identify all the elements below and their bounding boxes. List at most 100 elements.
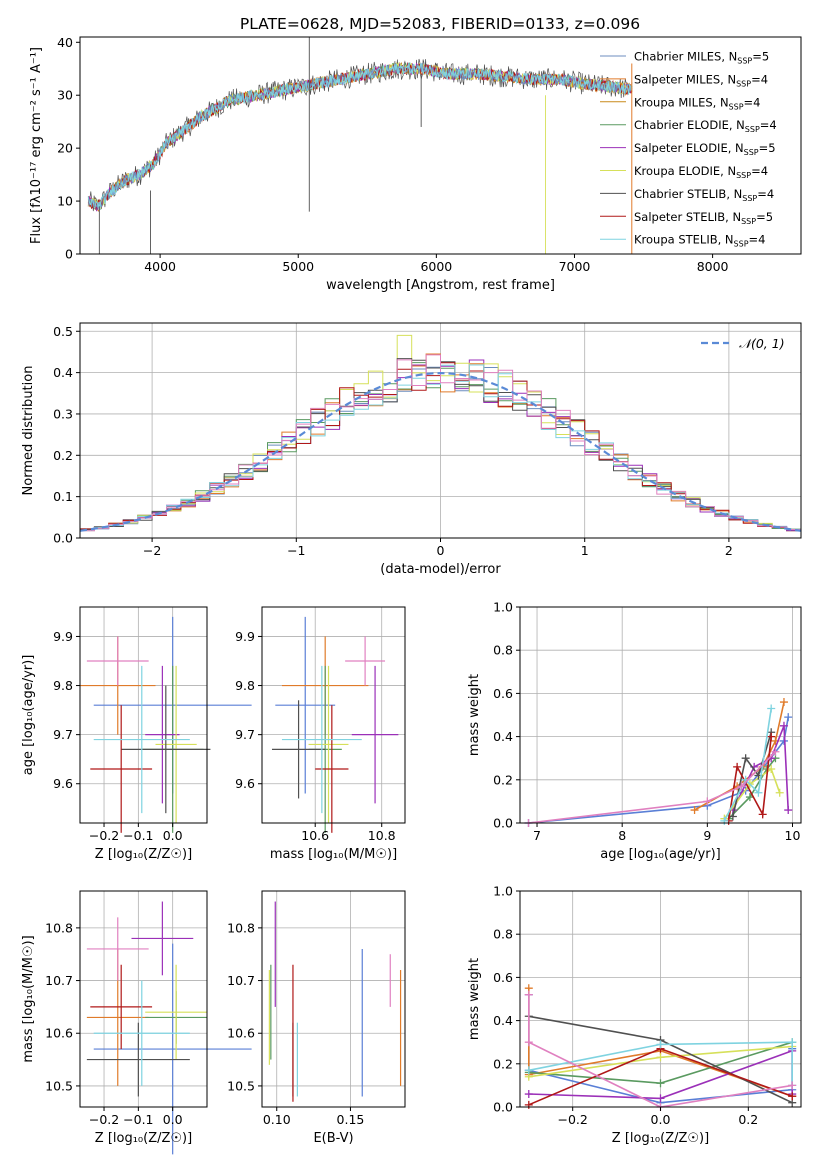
y-tick-label: 10.5	[45, 1078, 73, 1093]
y-tick-label: 0.8	[493, 927, 513, 942]
weight-marker	[524, 1038, 533, 1047]
x-tick-label: 2	[725, 543, 733, 558]
x-tick-label: −0.2	[89, 1112, 119, 1127]
y-tick-label: 0.2	[493, 772, 513, 787]
x-tick-label: 5000	[282, 259, 314, 274]
legend-subscript: SSP	[736, 171, 751, 180]
x-axis-label: E(B-V)	[313, 1131, 353, 1146]
legend-label: Chabrier STELIB, NSSP=4	[634, 187, 774, 203]
legend-label: Salpeter STELIB, NSSP=5	[634, 210, 773, 226]
weight-marker	[656, 1053, 665, 1062]
weight-marker	[737, 782, 746, 791]
weight-marker	[775, 788, 784, 797]
x-axis-label: (data-model)/error	[380, 562, 501, 577]
y-tick-label: 9.9	[53, 629, 73, 644]
y-tick-label: 9.8	[235, 678, 255, 693]
weight-marker	[784, 713, 793, 722]
age-vs-mass-points	[262, 607, 405, 833]
mass-vs-ebv-axes: 0.10 0.15 10.5 10.6 10.7 10.8 E(B-V)	[227, 890, 406, 1146]
x-tick-label: 0	[437, 543, 445, 558]
weight-line	[528, 1041, 793, 1086]
weight-marker	[656, 1094, 665, 1103]
x-tick-label: 7000	[559, 259, 591, 274]
axes-frame	[519, 606, 802, 824]
spectrum-legend: Chabrier MILES, NSSP=5 Salpeter MILES, NS…	[600, 50, 777, 249]
age-vs-metallicity-axes: −0.2 −0.1 0.0 9.6 9.7 9.8 9.9 Z [log₁₀(Z/Z☉)] ag…	[21, 606, 208, 862]
x-tick-label: 6000	[420, 259, 452, 274]
histogram-step	[80, 354, 801, 532]
y-tick-label: 0.4	[493, 1013, 513, 1028]
axes-frame	[261, 890, 406, 1108]
x-axis-label: age [log₁₀(age/yr)]	[600, 847, 721, 862]
axes-frame	[79, 36, 802, 255]
y-tick-label: 9.6	[235, 776, 255, 791]
legend-subscript: SSP	[736, 79, 751, 88]
x-tick-label: 7	[533, 828, 541, 843]
x-axis-label: mass [log₁₀(M/M☉)]	[270, 847, 397, 862]
legend-label-rest: =4	[757, 187, 774, 201]
weight-vs-age-lines	[520, 606, 801, 827]
x-tick-label: 0.0	[651, 1112, 671, 1127]
weight-marker	[754, 788, 763, 797]
mass-vs-ebv-panel: 0.10 0.15 10.5 10.6 10.7 10.8 E(B-V)	[227, 890, 406, 1146]
y-tick-label: 20	[57, 141, 73, 156]
y-tick-label: 10.7	[227, 973, 255, 988]
y-axis-label: mass weight	[467, 958, 482, 1040]
x-tick-label: −0.1	[123, 828, 153, 843]
legend-subscript: SSP	[741, 217, 756, 226]
legend-label: Kroupa STELIB, NSSP=4	[634, 233, 765, 249]
y-axis-label: mass weight	[467, 674, 482, 756]
y-tick-label: 0.4	[493, 729, 513, 744]
age-vs-metallicity-points	[80, 607, 252, 833]
spectrum-axes: 4000 5000 6000 7000 8000 0 10 20 30 40 wavelength …	[29, 35, 802, 293]
axes-frame	[79, 606, 208, 824]
mass-vs-metallicity-points	[80, 891, 252, 1155]
legend-label: Chabrier ELODIE, NSSP=4	[634, 118, 777, 134]
spectrum-line	[87, 62, 633, 210]
y-tick-label: 40	[57, 35, 73, 50]
x-tick-label: 9	[703, 828, 711, 843]
weight-vs-metallicity-panel: −0.2 0.0 0.2 0.0 0.2 0.4 0.6 0.8 1.0 Z [log₁₀(Z/Z…	[467, 884, 802, 1146]
y-tick-label: 9.7	[53, 727, 73, 742]
axes-frame	[261, 606, 406, 824]
y-tick-label: 10.6	[45, 1026, 73, 1041]
residual-histogram-panel: −2 −1 0 1 2 0.0 0.1 0.2 0.3 0.4 0.5 (data-model)/er…	[21, 322, 802, 577]
weight-marker	[703, 797, 712, 806]
legend-label-rest: =4	[751, 72, 768, 86]
legend-subscript: SSP	[729, 102, 744, 111]
legend-subscript: SSP	[744, 148, 759, 157]
x-tick-label: 0.0	[163, 828, 183, 843]
x-axis-label: Z [log₁₀(Z/Z☉)]	[95, 1131, 192, 1146]
weight-marker	[779, 721, 788, 730]
y-tick-label: 10.8	[227, 920, 255, 935]
mass-vs-metallicity-panel: −0.2 −0.1 0.0 10.5 10.6 10.7 10.8 Z [log₁₀(Z/Z☉…	[21, 890, 252, 1155]
histogram-legend: 𝒩(0, 1)	[701, 336, 785, 351]
weight-marker	[524, 1066, 533, 1075]
y-axis-label: age [log₁₀(age/yr)]	[21, 655, 36, 776]
weight-vs-age-axes: 7 8 9 10 0.0 0.2 0.4 0.6 0.8 1.0 age [log₁₀(age/yr…	[467, 600, 802, 862]
age-vs-metallicity-panel: −0.2 −0.1 0.0 9.6 9.7 9.8 9.9 Z [log₁₀(Z/Z☉)] ag…	[21, 606, 252, 862]
weight-marker	[767, 732, 776, 741]
age-vs-mass-axes: 10.6 10.8 9.6 9.7 9.8 9.9 mass [log₁₀(M/M☉)]	[235, 606, 406, 862]
y-tick-label: 10.7	[45, 973, 73, 988]
x-tick-label: −0.1	[123, 1112, 153, 1127]
y-tick-label: 0.5	[53, 324, 73, 339]
y-tick-label: 0.2	[493, 1056, 513, 1071]
y-tick-label: 0	[65, 247, 73, 262]
legend-label-rest: =4	[744, 95, 761, 109]
weight-marker	[524, 1100, 533, 1109]
x-tick-label: 10	[785, 828, 801, 843]
legend-label-rest: =5	[756, 210, 773, 224]
y-tick-label: 9.6	[53, 776, 73, 791]
histogram-axes: −2 −1 0 1 2 0.0 0.1 0.2 0.3 0.4 0.5 (data-model)/er…	[21, 322, 802, 577]
mass-vs-ebv-points	[262, 891, 405, 1107]
y-tick-label: 30	[57, 88, 73, 103]
x-tick-label: 0.0	[163, 1112, 183, 1127]
mass-vs-metallicity-axes: −0.2 −0.1 0.0 10.5 10.6 10.7 10.8 Z [log₁₀(Z/Z☉…	[21, 890, 208, 1146]
axes-frame	[79, 890, 208, 1108]
legend-label-rest: =5	[752, 50, 769, 64]
legend-label: Kroupa MILES, NSSP=4	[634, 95, 760, 111]
weight-marker	[767, 704, 776, 713]
spectrum-panel: 4000 5000 6000 7000 8000 0 10 20 30 40 wavelength …	[29, 35, 802, 293]
